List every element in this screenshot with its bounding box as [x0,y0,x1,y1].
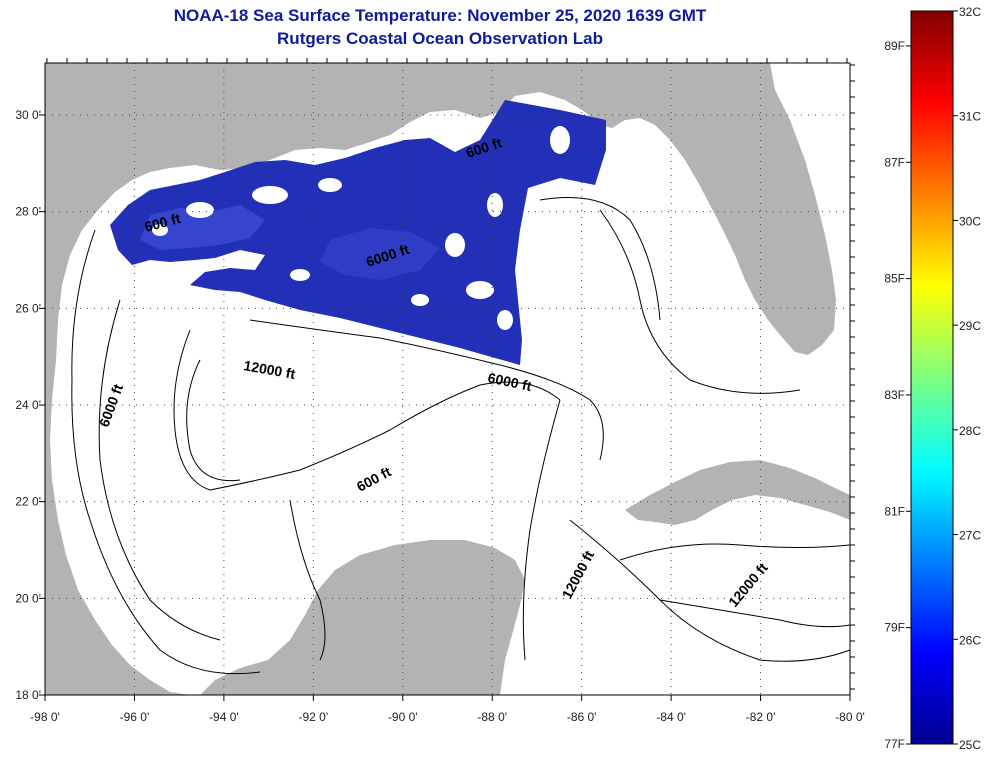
lon-tick-label: -90 0' [388,710,418,724]
lon-tick-label: -96 0' [120,710,150,724]
graticule [45,58,855,695]
lat-tick-label: 22 0' [15,495,41,509]
celsius-label: 30C [959,214,981,228]
celsius-label: 27C [959,529,981,543]
lat-tick-label: 24 0' [15,398,41,412]
lon-tick-label: -80 0' [835,710,865,724]
celsius-label: 31C [959,110,981,124]
lat-tick-label: 26 0' [15,301,41,315]
celsius-label: 29C [959,319,981,333]
land-yucatan [200,540,525,695]
fahrenheit-label: 83F [884,388,905,402]
celsius-labels: 32C 31C 30C 29C 28C 27C 26C 25C [953,5,981,752]
lat-tick-label: 28 0' [15,205,41,219]
latitude-labels: 30 0' 28 0' 26 0' 24 0' 22 0' 20 0' 18 0' [15,108,45,702]
fahrenheit-label: 77F [884,737,905,751]
fahrenheit-label: 89F [884,39,905,53]
land-cuba [625,460,850,525]
cloud-gaps [152,126,570,330]
celsius-label: 32C [959,5,981,19]
celsius-label: 26C [959,633,981,647]
map-title: NOAA-18 Sea Surface Temperature: Novembe… [173,6,707,25]
fahrenheit-label: 87F [884,155,905,169]
bathymetry-contours [71,197,851,675]
fahrenheit-label: 79F [884,621,905,635]
lon-tick-label: -98 0' [30,710,60,724]
sst-swath-highlight-2 [320,228,440,280]
fahrenheit-label: 81F [884,504,905,518]
longitude-labels: -98 0' -96 0' -94 0' -92 0' -90 0' -88 0' -86 … [30,695,865,724]
lon-tick-label: -92 0' [299,710,329,724]
lon-tick-label: -84 0' [656,710,686,724]
lat-tick-label: 18 0' [15,688,41,702]
lat-tick-label: 20 0' [15,591,41,605]
sst-swath-highlight [140,205,265,250]
colorbar-gradient [910,10,954,745]
lon-tick-label: -88 0' [477,710,507,724]
lon-tick-label: -82 0' [746,710,776,724]
lon-tick-label: -86 0' [567,710,597,724]
map-frame [44,62,851,696]
celsius-label: 25C [959,738,981,752]
lat-tick-label: 30 0' [15,108,41,122]
map-subtitle: Rutgers Coastal Ocean Observation Lab [277,29,603,48]
lon-tick-label: -94 0' [209,710,239,724]
celsius-label: 28C [959,424,981,438]
land-us-gulf-coast [45,63,836,695]
fahrenheit-labels: 89F 87F 85F 83F 81F 79F 77F [884,39,911,751]
fahrenheit-label: 85F [884,272,905,286]
